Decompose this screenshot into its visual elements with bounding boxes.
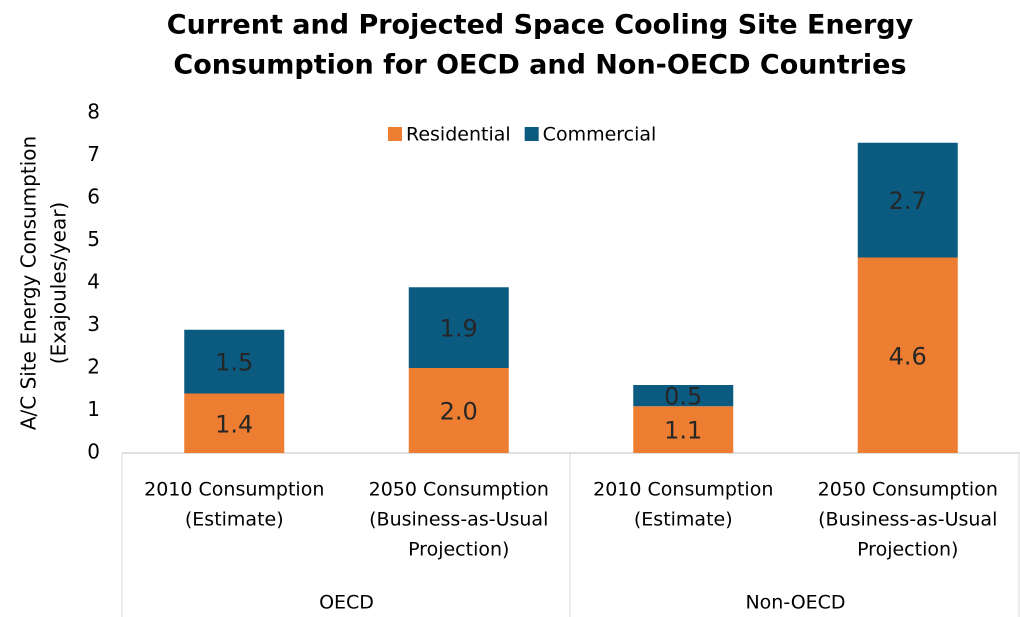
value-label: 2.0 xyxy=(440,398,478,426)
y-tick-label: 2 xyxy=(87,355,100,379)
bar-segment xyxy=(408,368,509,453)
bar-segment xyxy=(633,385,734,407)
y-tick-label: 6 xyxy=(87,185,100,209)
value-label: 1.9 xyxy=(440,315,478,343)
bar-segment xyxy=(408,287,509,368)
x-tick-label: 2050 Consumption xyxy=(369,479,549,501)
legend-swatch xyxy=(388,127,402,141)
value-label: 4.6 xyxy=(889,342,927,370)
bar-segment xyxy=(633,406,734,453)
y-tick-label: 4 xyxy=(87,270,100,294)
value-label: 0.5 xyxy=(664,383,702,411)
chart-title: Current and Projected Space Cooling Site… xyxy=(167,10,914,41)
y-axis-label: A/C Site Energy Consumption xyxy=(17,136,41,430)
x-tick-label: (Estimate) xyxy=(185,509,284,531)
bar-segment xyxy=(184,393,285,453)
x-tick-label: 2010 Consumption xyxy=(593,479,773,501)
x-tick-label: 2050 Consumption xyxy=(818,479,998,501)
x-tick-label: (Business-as-Usual xyxy=(818,509,997,531)
legend-label: Commercial xyxy=(543,124,657,146)
value-label: 1.4 xyxy=(215,410,253,438)
y-tick-label: 0 xyxy=(87,440,100,464)
group-label: OECD xyxy=(319,592,374,614)
y-tick-label: 8 xyxy=(87,100,100,124)
y-tick-label: 3 xyxy=(87,312,100,336)
bar-segment xyxy=(857,142,958,258)
chart-title: Consumption for OECD and Non-OECD Countr… xyxy=(173,50,906,81)
bar-segment xyxy=(184,329,285,394)
legend-label: Residential xyxy=(406,124,511,146)
value-label: 2.7 xyxy=(889,187,927,215)
x-tick-label: 2010 Consumption xyxy=(144,479,324,501)
value-label: 1.5 xyxy=(215,349,253,377)
legend-swatch xyxy=(524,127,539,141)
y-tick-label: 5 xyxy=(87,227,100,251)
x-tick-label: (Estimate) xyxy=(634,509,733,531)
x-tick-label: (Business-as-Usual xyxy=(369,509,548,531)
value-label: 1.1 xyxy=(664,417,702,445)
y-axis-label: (Exajoules/year) xyxy=(47,202,71,364)
x-tick-label: Projection) xyxy=(857,539,958,561)
bar-segment xyxy=(857,257,958,453)
y-tick-label: 1 xyxy=(87,397,100,421)
x-tick-label: Projection) xyxy=(408,539,509,561)
group-label: Non-OECD xyxy=(745,592,845,614)
y-tick-label: 7 xyxy=(87,142,100,166)
